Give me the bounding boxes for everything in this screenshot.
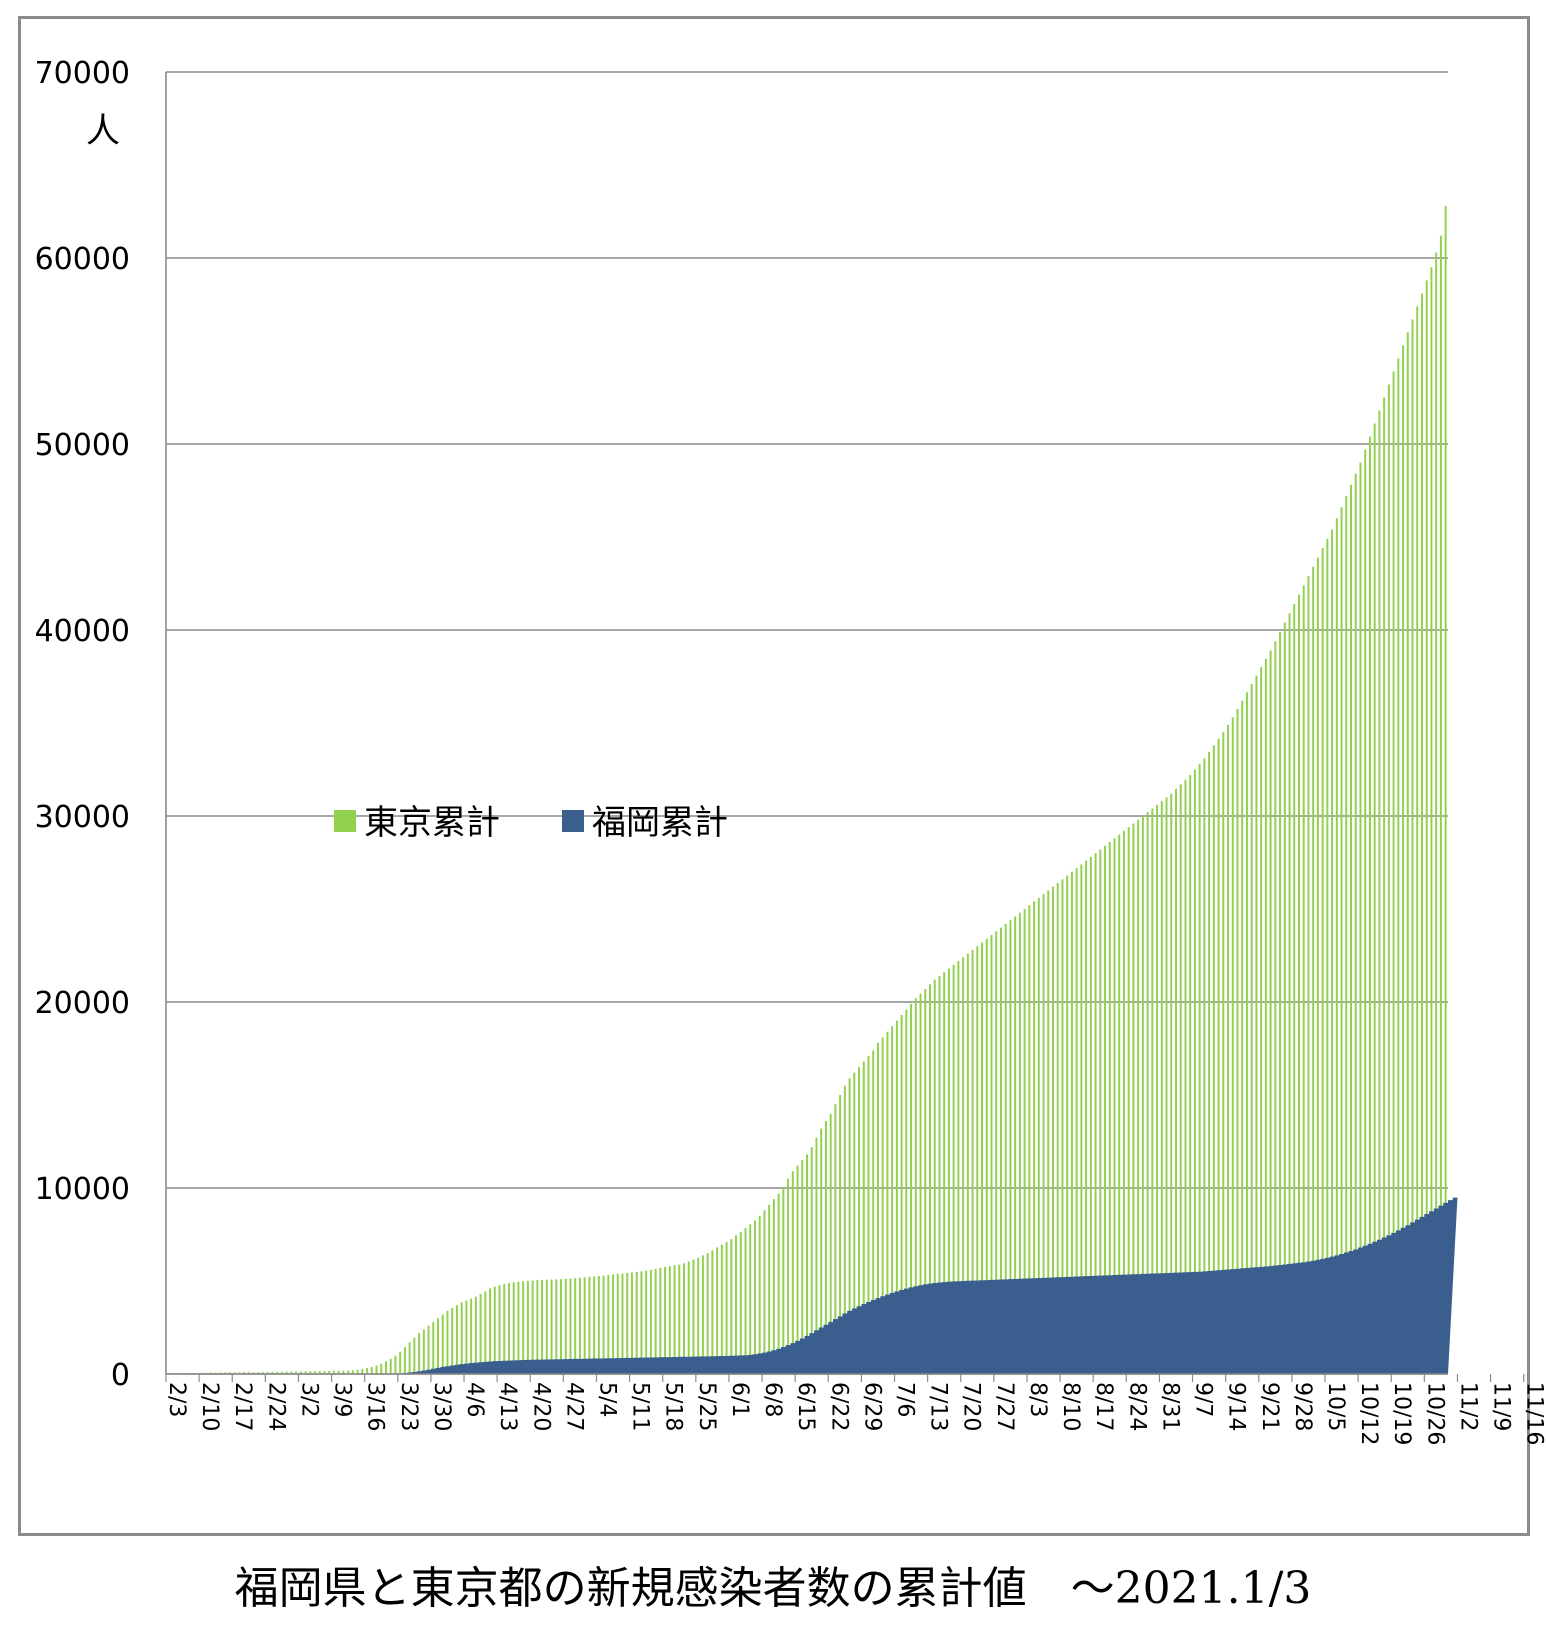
x-tick-label: 6/15 (793, 1382, 818, 1431)
y-tick-label: 70000 (35, 56, 130, 91)
tokyo-series (167, 205, 1447, 1374)
y-tick-label: 50000 (35, 428, 130, 463)
fukuoka-area (166, 1197, 1458, 1374)
x-tick-label: 3/2 (296, 1382, 321, 1417)
x-tick-label: 10/5 (1323, 1382, 1348, 1431)
y-tick-label: 20000 (35, 986, 130, 1021)
x-tick-label: 9/14 (1224, 1382, 1249, 1431)
x-tick-label: 8/17 (1091, 1382, 1116, 1431)
x-tick-label: 4/27 (561, 1382, 586, 1431)
x-tick-label: 8/24 (1124, 1382, 1149, 1431)
x-tick-label: 10/12 (1356, 1382, 1381, 1445)
x-tick-label: 11/2 (1455, 1382, 1480, 1431)
x-tick-label: 11/9 (1489, 1382, 1514, 1431)
x-tick-label: 8/3 (1025, 1382, 1050, 1417)
y-tick-label: 40000 (35, 614, 130, 649)
x-tick-label: 6/22 (826, 1382, 851, 1431)
x-tick-label: 7/6 (893, 1382, 918, 1417)
x-tick-label: 4/6 (462, 1382, 487, 1417)
y-tick-label: 0 (111, 1358, 130, 1393)
x-axis: 2/3 2/10 2/17 2/24 3/2 3/9 3/16 3/23 3/30 4/6 4/13… (164, 1373, 1546, 1445)
x-tick-label: 9/21 (1257, 1382, 1282, 1431)
x-tick-label: 5/25 (694, 1382, 719, 1431)
x-tick-label: 9/28 (1290, 1382, 1315, 1431)
x-tick-label: 6/8 (760, 1382, 785, 1417)
x-tick-label: 8/10 (1058, 1382, 1083, 1431)
x-tick-label: 5/4 (594, 1382, 619, 1417)
x-tick-label: 7/13 (926, 1382, 951, 1431)
x-tick-label: 6/1 (727, 1382, 752, 1417)
x-tick-label: 8/31 (1157, 1382, 1182, 1431)
x-tick-label: 3/30 (429, 1382, 454, 1431)
x-tick-label: 11/16 (1522, 1382, 1546, 1445)
x-tick-label: 7/20 (959, 1382, 984, 1431)
x-tick-label: 2/24 (263, 1382, 288, 1431)
cumulative-cases-chart: 0 10000 20000 30000 40000 50000 60000 70000 2/3… (35, 56, 1546, 1445)
x-tick-label: 2/17 (230, 1382, 255, 1431)
chart-caption: 福岡県と東京都の新規感染者数の累計値 ～2021.1/3 (234, 1563, 1312, 1614)
x-tick-label: 10/26 (1422, 1382, 1447, 1445)
x-tick-label: 5/11 (628, 1382, 653, 1431)
x-tick-label: 2/3 (164, 1382, 189, 1417)
x-tick-label: 5/18 (661, 1382, 686, 1431)
x-tick-label: 9/7 (1191, 1382, 1216, 1417)
x-tick-label: 4/20 (528, 1382, 553, 1431)
legend-label-fukuoka: 福岡累計 (592, 803, 728, 843)
x-tick-label: 3/9 (330, 1382, 355, 1417)
fukuoka-series (166, 1197, 1458, 1374)
x-tick-label: 10/19 (1389, 1382, 1414, 1445)
legend-swatch-tokyo (334, 810, 356, 832)
legend-label-tokyo: 東京累計 (364, 803, 500, 843)
legend-swatch-fukuoka (562, 810, 584, 832)
x-tick-label: 3/23 (396, 1382, 421, 1431)
x-tick-label: 2/10 (197, 1382, 222, 1431)
y-axis-unit-label: 人 (86, 111, 120, 151)
y-tick-label: 30000 (35, 800, 130, 835)
y-tick-label: 10000 (35, 1172, 130, 1207)
x-tick-label: 4/13 (495, 1382, 520, 1431)
y-axis: 0 10000 20000 30000 40000 50000 60000 70000 (35, 56, 167, 1393)
legend: 東京累計 福岡累計 (334, 803, 728, 843)
y-tick-label: 60000 (35, 242, 130, 277)
x-tick-label: 3/16 (363, 1382, 388, 1431)
x-tick-label: 6/29 (859, 1382, 884, 1431)
x-tick-label: 7/27 (992, 1382, 1017, 1431)
